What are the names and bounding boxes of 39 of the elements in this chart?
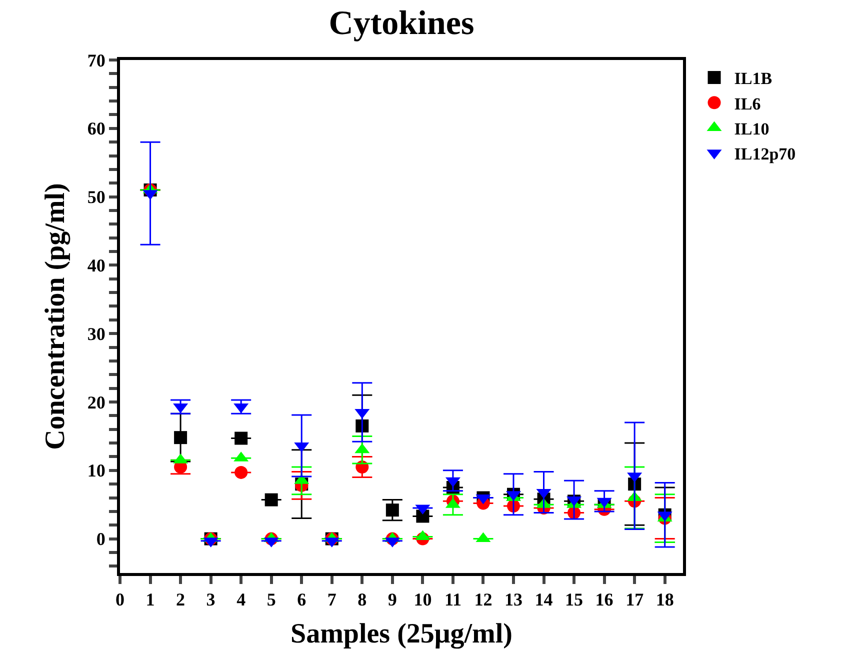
legend-label: IL10: [734, 119, 770, 138]
y-tick-label: 20: [87, 392, 106, 412]
x-tick-label: 3: [206, 590, 216, 610]
x-tick-label: 18: [656, 590, 674, 610]
x-tick-label: 6: [297, 590, 306, 610]
y-tick-label: 0: [96, 529, 106, 550]
y-tick-label: 70: [87, 50, 106, 70]
y-tick-label: 60: [87, 118, 106, 139]
x-tick-label: 5: [266, 590, 276, 610]
y-axis-title: Concentration (pg/ml): [40, 183, 72, 450]
point: [174, 431, 188, 444]
x-tick-label: 17: [626, 590, 644, 610]
point: [386, 504, 399, 517]
x-tick-label: 13: [504, 590, 522, 610]
x-tick-label: 14: [534, 590, 553, 610]
x-tick-label: 7: [327, 590, 336, 610]
x-tick-label: 16: [595, 590, 614, 610]
legend-label: IL6: [734, 94, 761, 114]
x-tick-label: 4: [236, 590, 246, 610]
x-tick-label: 10: [414, 590, 432, 610]
x-tick-label: 8: [358, 590, 367, 610]
x-tick-label: 1: [146, 590, 155, 610]
x-tick-label: 11: [444, 590, 462, 610]
x-tick-label: 9: [388, 590, 397, 610]
y-tick-label: 30: [87, 324, 106, 344]
x-tick-label: 12: [474, 590, 492, 610]
x-tick-label: 15: [565, 590, 584, 610]
x-axis-title: Samples (25μg/ml): [290, 618, 512, 650]
legend-label: IL12p70: [734, 144, 796, 164]
legend-label: IL1B: [734, 69, 772, 88]
y-tick-label: 40: [87, 256, 106, 276]
y-tick-label: 10: [87, 460, 106, 481]
x-tick-label: 2: [176, 590, 186, 610]
point: [234, 466, 248, 479]
chart-title: Cytokines: [328, 4, 474, 42]
y-tick-label: 50: [87, 187, 106, 208]
point: [234, 432, 248, 445]
x-tick-label: 0: [116, 590, 124, 610]
point: [264, 493, 278, 506]
